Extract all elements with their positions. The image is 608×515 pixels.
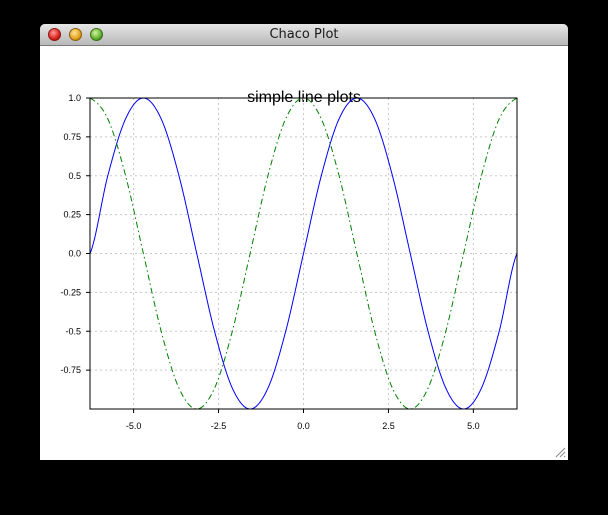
y-tick-label: -0.5 (65, 326, 81, 336)
y-tick-label: 0.0 (68, 249, 81, 259)
window-titlebar[interactable]: Chaco Plot (40, 24, 568, 46)
window-title: Chaco Plot (269, 27, 339, 42)
zoom-window-button[interactable] (90, 28, 103, 41)
close-window-button[interactable] (48, 28, 61, 41)
y-tick-label: 1.0 (68, 93, 81, 103)
minimize-window-button[interactable] (69, 28, 82, 41)
x-tick-label: 2.5 (382, 421, 395, 431)
series-line-1 (89, 97, 518, 410)
y-tick-label: -0.25 (60, 287, 81, 297)
plot-area[interactable]: simple line plots -5.0 -2.5 0.0 2.5 5.0 1.0 0.… (40, 46, 568, 460)
x-tick-label: -2.5 (211, 421, 227, 431)
axis-ticks: -5.0 -2.5 0.0 2.5 5.0 1.0 0.75 0.5 0.25 0.0 -0.25 -… (60, 93, 479, 431)
x-tick-label: -5.0 (126, 421, 142, 431)
y-tick-label: 0.5 (68, 171, 81, 181)
y-tick-label: 0.75 (63, 132, 81, 142)
chaco-plot-window: Chaco Plot simple line plots -5.0 -2.5 0.0… (40, 24, 568, 460)
line-chart[interactable]: simple line plots -5.0 -2.5 0.0 2.5 5.01.00.… (40, 46, 568, 460)
resize-grip-icon[interactable] (554, 446, 566, 458)
y-tick-label: -0.75 (60, 365, 81, 375)
y-tick-label: 0.25 (63, 210, 81, 220)
x-tick-label: 0.0 (297, 421, 310, 431)
x-tick-label: 5.0 (467, 421, 480, 431)
